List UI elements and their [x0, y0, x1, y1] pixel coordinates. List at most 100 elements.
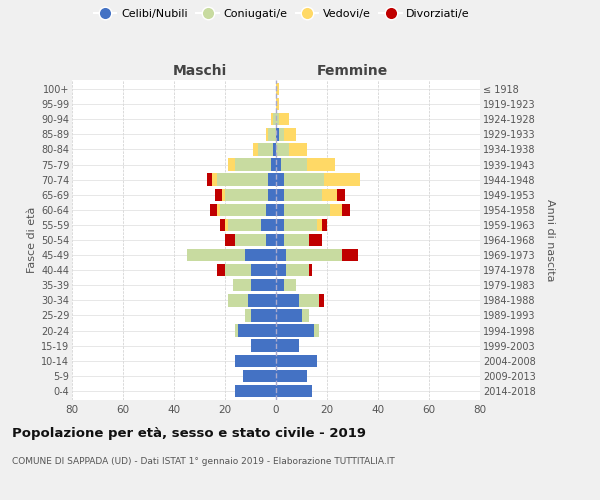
- Bar: [220, 204, 266, 216]
- Bar: [325, 174, 360, 186]
- Bar: [227, 158, 235, 170]
- Bar: [314, 324, 319, 337]
- Bar: [266, 128, 268, 140]
- Bar: [278, 113, 289, 126]
- Bar: [251, 340, 276, 352]
- Bar: [268, 174, 276, 186]
- Bar: [276, 324, 314, 337]
- Bar: [276, 354, 317, 367]
- Bar: [342, 249, 358, 262]
- Bar: [299, 294, 319, 306]
- Bar: [276, 158, 281, 170]
- Bar: [225, 264, 251, 276]
- Bar: [309, 264, 312, 276]
- Bar: [245, 249, 276, 262]
- Bar: [276, 113, 278, 126]
- Bar: [322, 218, 327, 231]
- Bar: [233, 279, 251, 291]
- Bar: [217, 264, 225, 276]
- Bar: [276, 249, 286, 262]
- Bar: [276, 340, 299, 352]
- Bar: [329, 204, 342, 216]
- Bar: [276, 310, 302, 322]
- Bar: [253, 143, 258, 156]
- Text: Maschi: Maschi: [172, 64, 227, 78]
- Bar: [225, 234, 235, 246]
- Bar: [307, 158, 335, 170]
- Bar: [251, 264, 276, 276]
- Bar: [276, 234, 284, 246]
- Bar: [220, 218, 225, 231]
- Bar: [235, 234, 266, 246]
- Bar: [268, 128, 276, 140]
- Bar: [235, 354, 276, 367]
- Legend: Celibi/Nubili, Coniugati/e, Vedovi/e, Divorziati/e: Celibi/Nubili, Coniugati/e, Vedovi/e, Di…: [91, 6, 473, 22]
- Bar: [245, 310, 251, 322]
- Bar: [276, 204, 284, 216]
- Bar: [271, 113, 274, 126]
- Bar: [276, 218, 284, 231]
- Bar: [284, 204, 329, 216]
- Bar: [251, 310, 276, 322]
- Bar: [276, 128, 278, 140]
- Bar: [289, 143, 307, 156]
- Bar: [235, 324, 238, 337]
- Bar: [235, 158, 271, 170]
- Bar: [319, 294, 325, 306]
- Bar: [274, 143, 276, 156]
- Y-axis label: Anni di nascita: Anni di nascita: [545, 198, 555, 281]
- Bar: [281, 158, 307, 170]
- Bar: [248, 294, 276, 306]
- Bar: [284, 279, 296, 291]
- Bar: [274, 113, 276, 126]
- Bar: [215, 188, 223, 201]
- Bar: [284, 188, 322, 201]
- Bar: [276, 174, 284, 186]
- Bar: [278, 128, 284, 140]
- Bar: [284, 174, 325, 186]
- Bar: [238, 324, 276, 337]
- Bar: [276, 188, 284, 201]
- Bar: [276, 385, 312, 397]
- Bar: [258, 143, 274, 156]
- Bar: [322, 188, 337, 201]
- Bar: [286, 264, 309, 276]
- Bar: [284, 234, 309, 246]
- Bar: [302, 310, 309, 322]
- Bar: [317, 218, 322, 231]
- Bar: [251, 279, 276, 291]
- Y-axis label: Fasce di età: Fasce di età: [26, 207, 37, 273]
- Bar: [212, 174, 217, 186]
- Text: COMUNE DI SAPPADA (UD) - Dati ISTAT 1° gennaio 2019 - Elaborazione TUTTITALIA.IT: COMUNE DI SAPPADA (UD) - Dati ISTAT 1° g…: [12, 458, 395, 466]
- Bar: [276, 279, 284, 291]
- Bar: [225, 218, 227, 231]
- Bar: [207, 174, 212, 186]
- Bar: [268, 188, 276, 201]
- Bar: [217, 204, 220, 216]
- Bar: [210, 204, 217, 216]
- Bar: [276, 143, 289, 156]
- Bar: [271, 158, 276, 170]
- Bar: [284, 128, 296, 140]
- Bar: [284, 218, 317, 231]
- Bar: [227, 294, 248, 306]
- Bar: [227, 218, 260, 231]
- Bar: [309, 234, 322, 246]
- Bar: [225, 188, 268, 201]
- Bar: [337, 188, 345, 201]
- Bar: [276, 83, 278, 95]
- Bar: [243, 370, 276, 382]
- Bar: [217, 174, 268, 186]
- Bar: [286, 249, 342, 262]
- Bar: [276, 264, 286, 276]
- Bar: [276, 294, 299, 306]
- Bar: [342, 204, 350, 216]
- Bar: [266, 204, 276, 216]
- Bar: [276, 98, 278, 110]
- Bar: [276, 370, 307, 382]
- Bar: [266, 234, 276, 246]
- Bar: [223, 188, 225, 201]
- Bar: [260, 218, 276, 231]
- Bar: [235, 385, 276, 397]
- Text: Popolazione per età, sesso e stato civile - 2019: Popolazione per età, sesso e stato civil…: [12, 428, 366, 440]
